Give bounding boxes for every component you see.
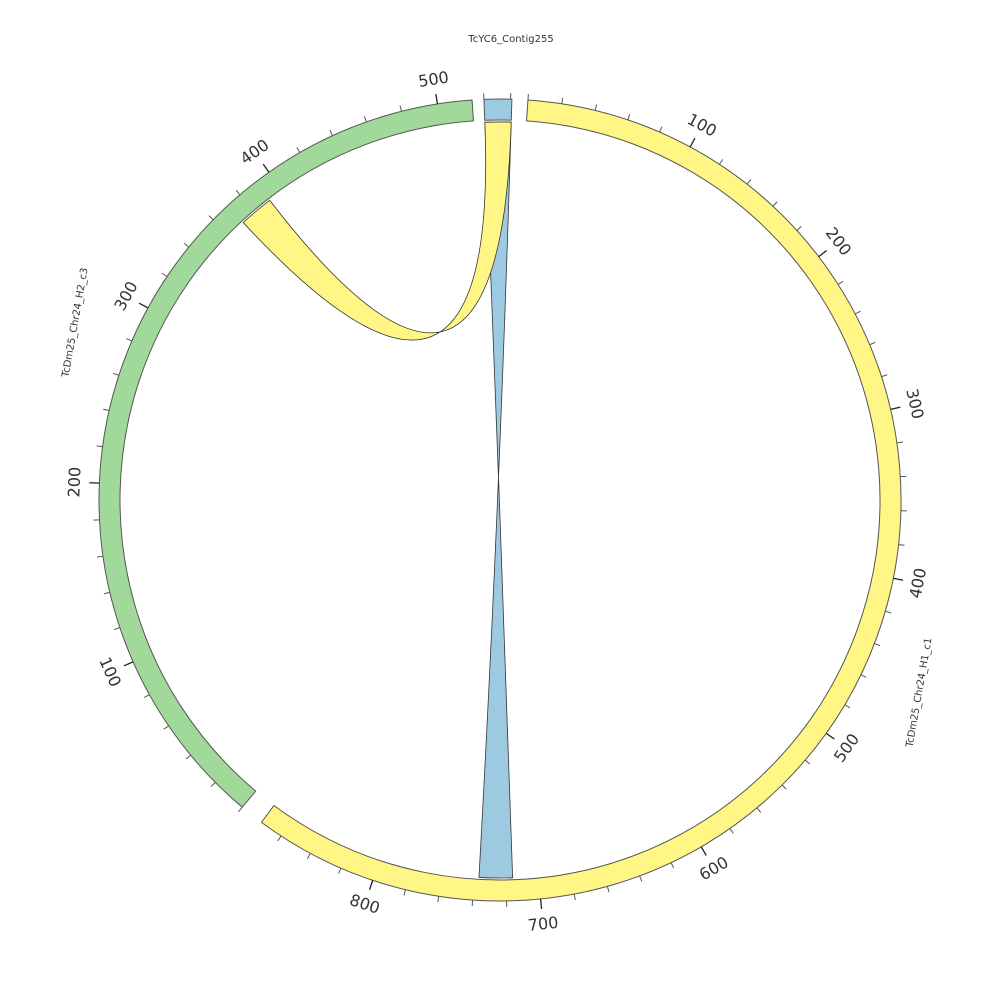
tick-label-h2-400: 400 — [237, 135, 273, 168]
minor-tick — [639, 875, 643, 882]
minor-tick — [96, 445, 103, 448]
major-tick — [138, 302, 149, 309]
minor-tick — [163, 725, 169, 730]
tick-label-h1-200: 200 — [822, 224, 856, 260]
major-tick — [435, 93, 439, 105]
minor-tick — [210, 782, 216, 787]
minor-tick — [573, 893, 576, 901]
segment-h1 — [260, 99, 902, 902]
minor-tick — [296, 147, 301, 153]
minor-tick — [143, 694, 150, 698]
minor-tick — [627, 114, 631, 121]
minor-tick — [670, 862, 675, 869]
major-tick — [539, 898, 543, 909]
sequence-label-contig: TcYC6_Contig255 — [467, 34, 553, 45]
minor-tick — [896, 441, 903, 444]
link-contig-h1 — [478, 121, 514, 879]
sequence-label-h1: TcDm25_Chr24_H1_c1 — [904, 637, 934, 749]
link-contig-h2 — [242, 121, 512, 341]
minor-tick — [594, 104, 598, 111]
minor-tick — [103, 408, 110, 412]
tick-label-h1-100: 100 — [684, 109, 720, 140]
minor-tick — [796, 226, 802, 231]
minor-tick — [772, 201, 778, 207]
minor-tick — [881, 374, 888, 378]
tick-label-h1-700: 700 — [527, 913, 559, 935]
tick-label-h1-600: 600 — [696, 853, 732, 885]
tick-label-h1-800: 800 — [347, 890, 382, 918]
minor-tick — [898, 544, 905, 546]
minor-tick — [238, 806, 243, 813]
minor-tick — [277, 835, 282, 842]
minor-tick — [126, 338, 133, 342]
major-tick — [123, 661, 134, 667]
minor-tick — [329, 130, 333, 136]
minor-tick — [307, 853, 311, 859]
minor-tick — [235, 189, 241, 196]
minor-tick — [103, 591, 110, 595]
minor-tick — [113, 627, 121, 630]
minor-tick — [869, 341, 876, 346]
links-layer — [242, 121, 514, 879]
minor-tick — [185, 754, 191, 760]
major-tick — [689, 137, 696, 148]
minor-tick — [729, 828, 734, 834]
major-tick — [893, 577, 904, 581]
minor-tick — [844, 704, 851, 709]
minor-tick — [860, 674, 867, 678]
segment-contig — [483, 98, 513, 121]
minor-tick — [854, 310, 861, 315]
minor-tick — [837, 280, 844, 285]
minor-tick — [659, 126, 663, 133]
major-tick — [818, 250, 828, 258]
minor-tick — [874, 643, 881, 647]
segment-h2 — [98, 99, 475, 808]
major-tick — [262, 163, 270, 173]
tick-label-h1-400: 400 — [906, 566, 931, 600]
sequence-label-h2: TcDm25_Chr24_H2_c3 — [60, 267, 90, 379]
minor-tick — [437, 896, 440, 903]
tick-label-h2-200: 200 — [64, 466, 84, 497]
major-tick — [890, 406, 901, 411]
minor-tick — [606, 886, 610, 893]
minor-tick — [885, 610, 892, 614]
major-tick — [825, 732, 835, 740]
minor-tick — [719, 159, 724, 165]
major-tick — [700, 846, 707, 856]
tick-label-h2-100: 100 — [95, 654, 125, 690]
tick-label-h1-500: 500 — [830, 730, 863, 766]
minor-tick — [363, 116, 367, 123]
minor-tick — [781, 784, 787, 790]
minor-tick — [403, 889, 406, 896]
minor-tick — [183, 242, 190, 248]
minor-tick — [756, 807, 762, 813]
minor-tick — [561, 97, 564, 104]
minor-tick — [804, 759, 811, 765]
minor-tick — [399, 105, 402, 112]
segments-layer — [98, 98, 902, 902]
minor-tick — [96, 555, 104, 558]
minor-tick — [746, 179, 752, 185]
minor-tick — [338, 867, 342, 874]
major-tick — [368, 880, 374, 890]
minor-tick — [208, 215, 214, 221]
minor-tick — [113, 372, 120, 376]
tick-label-h1-300: 300 — [902, 387, 927, 421]
tick-label-h2-300: 300 — [110, 278, 141, 314]
tick-label-h2-500: 500 — [417, 67, 450, 91]
minor-tick — [161, 272, 168, 278]
